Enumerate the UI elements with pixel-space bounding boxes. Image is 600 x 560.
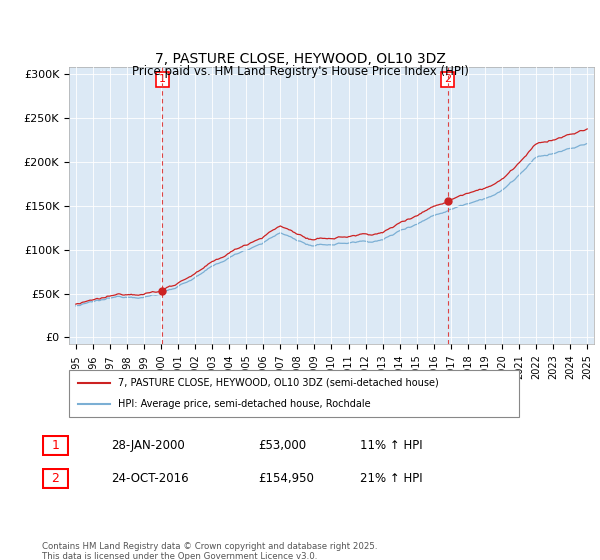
Text: 1: 1 <box>52 438 59 452</box>
FancyBboxPatch shape <box>43 469 68 488</box>
Text: 1: 1 <box>159 74 166 85</box>
Text: £154,950: £154,950 <box>258 472 314 486</box>
Text: Price paid vs. HM Land Registry's House Price Index (HPI): Price paid vs. HM Land Registry's House … <box>131 65 469 78</box>
Text: £53,000: £53,000 <box>258 438 306 452</box>
Text: 21% ↑ HPI: 21% ↑ HPI <box>360 472 422 486</box>
Text: 2: 2 <box>52 472 59 486</box>
FancyBboxPatch shape <box>43 436 68 455</box>
Text: 24-OCT-2016: 24-OCT-2016 <box>111 472 188 486</box>
Text: 7, PASTURE CLOSE, HEYWOOD, OL10 3DZ (semi-detached house): 7, PASTURE CLOSE, HEYWOOD, OL10 3DZ (sem… <box>119 378 439 388</box>
Text: HPI: Average price, semi-detached house, Rochdale: HPI: Average price, semi-detached house,… <box>119 399 371 409</box>
Text: 2: 2 <box>444 74 451 85</box>
Text: Contains HM Land Registry data © Crown copyright and database right 2025.
This d: Contains HM Land Registry data © Crown c… <box>42 542 377 560</box>
FancyBboxPatch shape <box>69 370 519 417</box>
Text: 28-JAN-2000: 28-JAN-2000 <box>111 438 185 452</box>
Text: 11% ↑ HPI: 11% ↑ HPI <box>360 438 422 452</box>
Text: 7, PASTURE CLOSE, HEYWOOD, OL10 3DZ: 7, PASTURE CLOSE, HEYWOOD, OL10 3DZ <box>155 52 445 66</box>
